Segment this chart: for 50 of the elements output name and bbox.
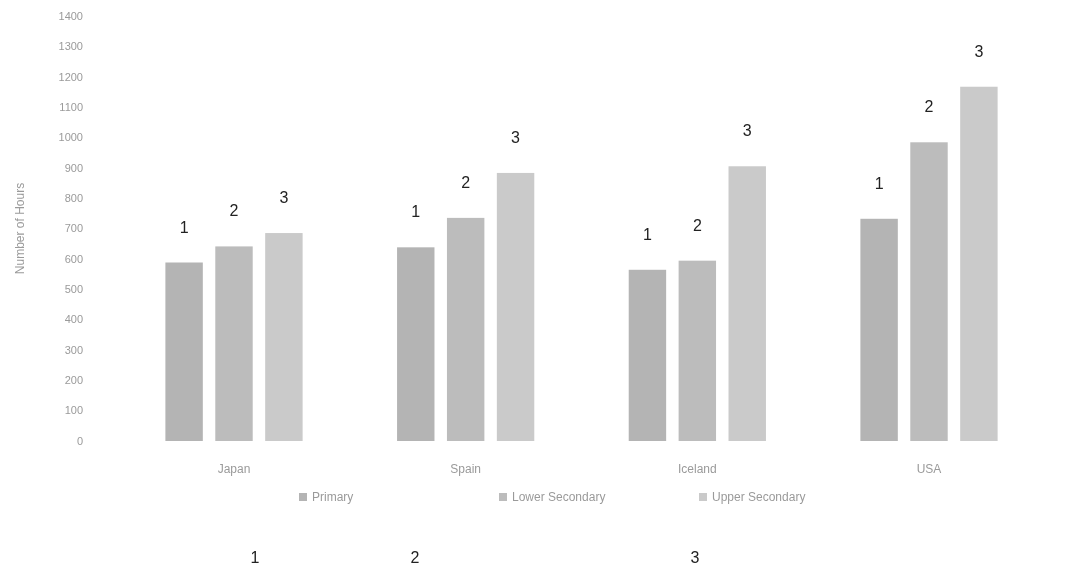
text: 2 (410, 549, 420, 566)
x-tick-label: Japan (217, 462, 251, 476)
y-axis-title: Number of Hours (13, 182, 27, 275)
bar (678, 260, 717, 441)
annotation: 3 (279, 189, 289, 207)
annotation: 1 (642, 225, 652, 243)
x-tick-label: USA (916, 462, 942, 476)
annotation: 1 (411, 203, 421, 221)
legend-label: Primary (312, 490, 354, 504)
annotation: 2 (924, 98, 934, 116)
y-tick-label: 900 (64, 161, 83, 174)
annotation: 1 (874, 174, 884, 192)
y-tick-label: 1200 (58, 70, 83, 83)
y-tick-label: 200 (64, 374, 83, 387)
bar (265, 233, 303, 441)
y-tick-label: 1000 (58, 131, 83, 144)
annotation: 3 (742, 122, 752, 140)
annotation: 2 (692, 216, 702, 234)
annotation: 1 (179, 218, 189, 236)
bar (728, 166, 766, 441)
legend-label: Lower Secondary (512, 490, 606, 504)
y-tick-label: 800 (64, 191, 83, 204)
annotation: 2 (229, 202, 239, 220)
x-tick-label: Iceland (677, 462, 717, 476)
y-tick-label: 400 (64, 313, 83, 326)
legend-label: Upper Secondary (712, 490, 806, 504)
annotation: 3 (511, 128, 521, 146)
y-tick-label: 1300 (58, 40, 83, 53)
bar (910, 142, 948, 441)
bar (860, 218, 898, 441)
y-tick-label: 700 (64, 222, 83, 235)
y-tick-label: 0 (76, 434, 83, 447)
y-tick-label: 100 (64, 404, 83, 417)
bar (496, 172, 535, 441)
bar (215, 246, 253, 441)
bar (446, 217, 485, 441)
x-tick-label: Spain (450, 462, 482, 476)
y-tick-label: 1400 (58, 9, 83, 22)
annotation: 3 (974, 42, 984, 60)
bar (165, 262, 203, 441)
bar (628, 269, 667, 441)
text: 3 (690, 549, 700, 566)
y-tick-label: 300 (64, 343, 83, 356)
bar (397, 247, 435, 441)
y-tick-label: 1100 (59, 100, 83, 113)
y-tick-label: 500 (64, 283, 83, 296)
bar (960, 86, 998, 441)
annotation: 2 (461, 173, 471, 191)
y-tick-label: 600 (64, 252, 83, 265)
text: 1 (250, 549, 260, 566)
